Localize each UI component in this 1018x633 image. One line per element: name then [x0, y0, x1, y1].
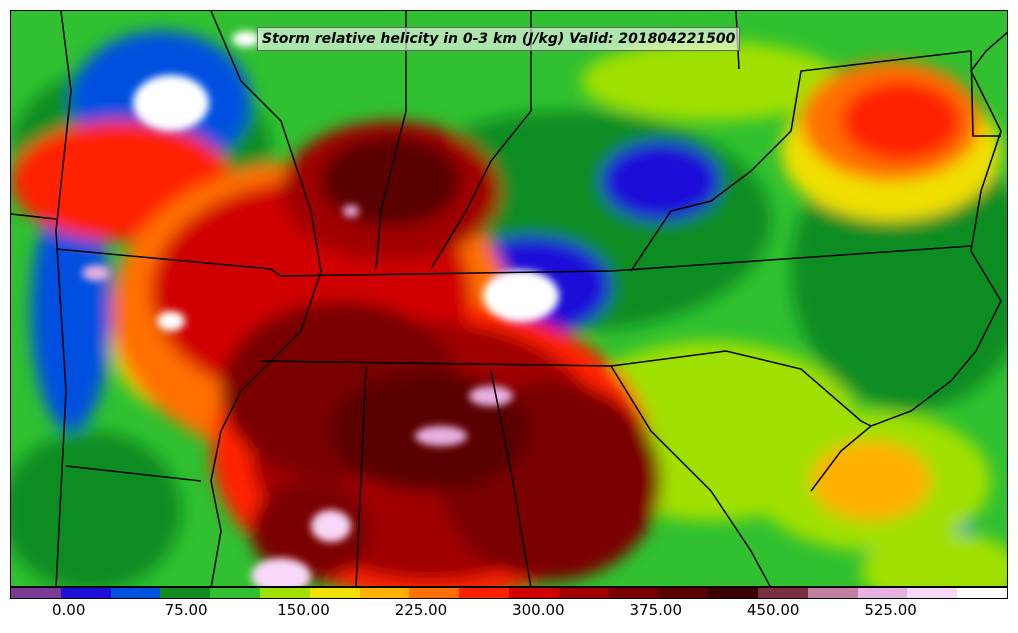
colorbar-segment [259, 588, 310, 598]
colorbar-segment [110, 588, 161, 598]
colorbar-segment [708, 588, 758, 598]
colorbar-segment [210, 588, 260, 598]
field-zone [251, 481, 371, 581]
colorbar-tick-label: 450.00 [746, 601, 800, 619]
state-boundary [610, 365, 771, 586]
field-zone [11, 431, 181, 586]
field-zone [232, 31, 260, 47]
colorbar-segment [359, 588, 410, 598]
field-zone [31, 191, 111, 431]
field-zone [811, 441, 931, 521]
field-zone [581, 41, 841, 121]
field-zone [311, 510, 351, 542]
state-boundary [490, 370, 532, 586]
field-zone [133, 75, 209, 131]
colorbar [10, 587, 1008, 599]
map-title: Storm relative helicity in 0-3 km (J/kg)… [257, 27, 741, 51]
colorbar-segment [60, 588, 111, 598]
colorbar-segment [907, 588, 958, 598]
field-zone [82, 265, 110, 281]
helicity-map [11, 11, 1007, 586]
colorbar-segment [409, 588, 460, 598]
field-zone [157, 311, 185, 331]
colorbar-segment [857, 588, 908, 598]
state-boundary [375, 11, 407, 270]
colorbar-segment [807, 588, 858, 598]
colorbar-tick-label: 300.00 [512, 601, 565, 619]
colorbar-tick-label: 375.00 [629, 601, 683, 619]
field-zone [415, 426, 467, 446]
field-zone [861, 531, 1007, 586]
colorbar-tick-label: 75.00 [164, 601, 208, 619]
colorbar-segment [160, 588, 211, 598]
colorbar-segment [508, 588, 559, 598]
state-boundary [430, 11, 532, 270]
colorbar-segment [558, 588, 609, 598]
colorbar-segment [608, 588, 659, 598]
colorbar-segment [757, 588, 808, 598]
state-boundary [355, 365, 367, 586]
state-boundary [630, 50, 972, 272]
colorbar-tick-label: 525.00 [864, 601, 917, 619]
field-zone [251, 558, 311, 586]
field-zone [469, 386, 513, 406]
colorbar-tick-label: 0.00 [52, 601, 86, 619]
state-boundaries [11, 11, 1007, 586]
state-boundary [260, 350, 872, 427]
colorbar-segment [957, 588, 1007, 598]
state-boundary [55, 11, 72, 586]
colorbar-segment [658, 588, 709, 598]
colorbar-segment [459, 588, 509, 598]
colorbar-tick-label: 150.00 [277, 601, 330, 619]
state-boundary [65, 465, 202, 482]
state-boundary [55, 245, 972, 277]
field-zone [321, 136, 461, 226]
map-panel: Storm relative helicity in 0-3 km (J/kg)… [10, 10, 1008, 587]
state-boundary [970, 50, 1001, 137]
field-zone [601, 141, 721, 221]
colorbar-tick-labels: 0.00 75.00 150.00 225.00 300.00 375.00 450.00 5… [10, 599, 1008, 629]
colorbar-tick-label: 225.00 [394, 601, 448, 619]
colorbar-segment [309, 588, 360, 598]
state-boundary [210, 11, 322, 586]
colorbar-segment [11, 588, 61, 598]
field-zone [343, 205, 359, 217]
coastline [810, 31, 1007, 492]
field-zone [841, 81, 961, 161]
field-zone [483, 270, 559, 322]
state-boundary [11, 213, 57, 220]
